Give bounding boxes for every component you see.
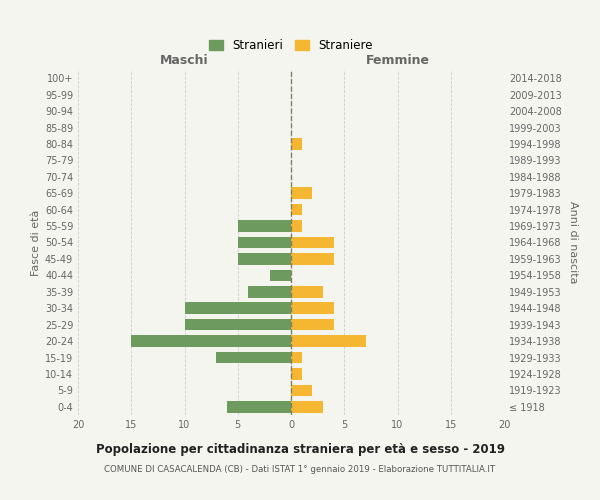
Bar: [291, 220, 302, 232]
Bar: [217, 352, 291, 363]
Bar: [291, 204, 302, 216]
Y-axis label: Anni di nascita: Anni di nascita: [568, 201, 578, 284]
Bar: [291, 286, 323, 298]
Bar: [270, 270, 291, 281]
Text: COMUNE DI CASACALENDA (CB) - Dati ISTAT 1° gennaio 2019 - Elaborazione TUTTITALI: COMUNE DI CASACALENDA (CB) - Dati ISTAT …: [104, 466, 496, 474]
Bar: [291, 302, 334, 314]
Bar: [185, 319, 291, 330]
Bar: [238, 220, 291, 232]
Bar: [291, 237, 334, 248]
Bar: [291, 319, 334, 330]
Bar: [185, 302, 291, 314]
Bar: [291, 253, 334, 264]
Bar: [291, 352, 302, 363]
Y-axis label: Fasce di età: Fasce di età: [31, 210, 41, 276]
Text: Maschi: Maschi: [160, 54, 209, 66]
Bar: [238, 253, 291, 264]
Bar: [291, 368, 302, 380]
Bar: [291, 188, 313, 199]
Bar: [248, 286, 291, 298]
Legend: Stranieri, Straniere: Stranieri, Straniere: [204, 34, 378, 57]
Text: Popolazione per cittadinanza straniera per età e sesso - 2019: Popolazione per cittadinanza straniera p…: [95, 442, 505, 456]
Bar: [291, 401, 323, 412]
Bar: [238, 237, 291, 248]
Text: Femmine: Femmine: [365, 54, 430, 66]
Bar: [291, 336, 365, 347]
Bar: [291, 384, 313, 396]
Bar: [291, 138, 302, 149]
Bar: [227, 401, 291, 412]
Bar: [131, 336, 291, 347]
